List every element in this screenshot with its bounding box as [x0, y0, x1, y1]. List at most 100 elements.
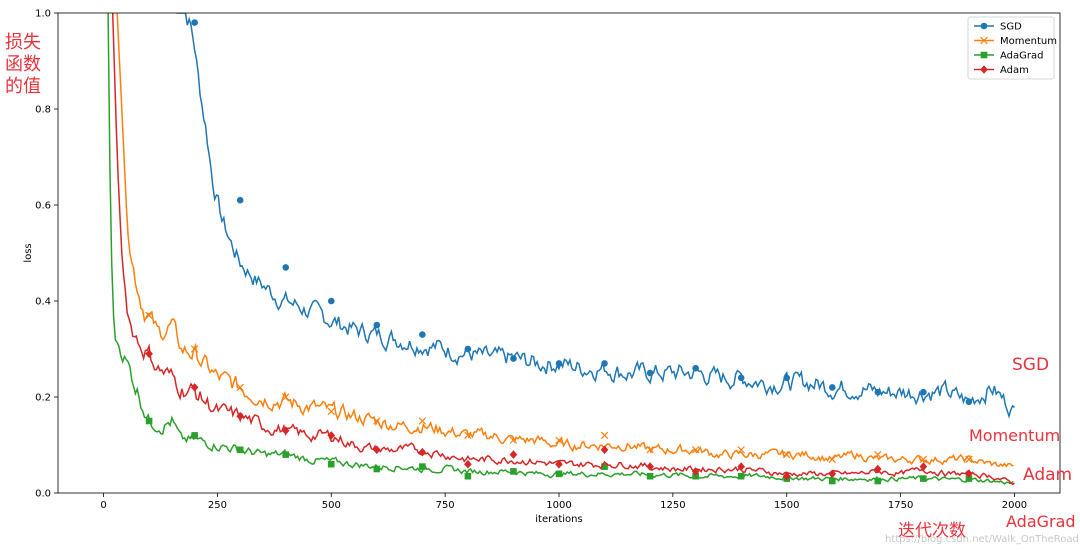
marker-sgd [692, 364, 699, 372]
marker-adagrad [965, 475, 973, 482]
marker-momentum [646, 446, 654, 454]
marker-momentum [874, 450, 882, 459]
series-adam [111, 13, 1015, 486]
y-tick-label: 0.2 [35, 393, 51, 404]
series-momentum [116, 13, 1014, 468]
marker-adam [691, 467, 700, 476]
legend-marker-adagrad [980, 51, 988, 59]
series-sgd [176, 13, 1015, 419]
legend-label-momentum: Momentum [1000, 36, 1057, 47]
x-tick-label: 0 [100, 500, 106, 511]
marker-momentum [373, 417, 381, 425]
x-tick-label: 1250 [660, 500, 685, 511]
marker-momentum [236, 383, 244, 392]
x-tick-label: 1000 [546, 500, 571, 511]
series-line-adam [111, 13, 1015, 486]
marker-sgd [783, 374, 791, 382]
legend-marker-sgd [980, 22, 988, 30]
marker-momentum [691, 446, 700, 454]
marker-adagrad [828, 477, 836, 485]
series-line-sgd [176, 13, 1015, 419]
x-axis-title: iterations [535, 514, 582, 525]
cn-ylabel-line: 函数 [5, 54, 41, 75]
marker-adam [281, 426, 290, 435]
marker-adam [145, 349, 153, 359]
marker-sgd [965, 398, 973, 406]
marker-sgd [920, 388, 927, 396]
marker-adagrad [282, 451, 290, 458]
plot-area [107, 13, 1015, 486]
marker-adam [782, 471, 791, 481]
marker-adam [373, 445, 381, 455]
marker-momentum [737, 446, 745, 454]
marker-adam [236, 411, 244, 421]
y-tick-label: 0.6 [35, 201, 51, 212]
marker-adam [874, 464, 882, 474]
marker-momentum [464, 431, 472, 440]
marker-adagrad [236, 446, 244, 454]
watermark: https://blog.csdn.net/Walk_OnTheRoad [885, 534, 1079, 545]
series-annotation-adam: Adam [1023, 465, 1072, 485]
legend-label-adagrad: AdaGrad [1000, 51, 1043, 62]
marker-adagrad [464, 472, 472, 480]
marker-momentum [919, 455, 928, 464]
marker-momentum [190, 345, 199, 353]
marker-sgd [555, 360, 563, 367]
marker-adagrad [692, 472, 699, 480]
cn-ylabel-line: 的值 [5, 76, 41, 97]
marker-adam [646, 462, 654, 471]
legend-label-adam: Adam [1000, 65, 1029, 76]
marker-momentum [418, 417, 427, 425]
marker-momentum [327, 407, 335, 416]
marker-momentum [145, 311, 153, 320]
marker-adagrad [373, 465, 381, 473]
series-annotation-adagrad: AdaGrad [1006, 512, 1076, 531]
x-tick-label: 750 [436, 500, 455, 511]
marker-adagrad [737, 472, 745, 480]
legend-marker-adam [980, 65, 988, 74]
marker-momentum [965, 455, 973, 464]
legend-label-sgd: SGD [1000, 22, 1022, 33]
x-tick-label: 500 [322, 500, 341, 511]
marker-adagrad [419, 463, 426, 470]
marker-momentum [600, 431, 609, 440]
marker-adagrad [327, 460, 335, 468]
marker-sgd [373, 321, 381, 329]
x-tick-label: 1750 [888, 500, 913, 511]
marker-sgd [282, 264, 290, 271]
marker-sgd [737, 374, 745, 382]
y-tick-label: 0.0 [35, 489, 51, 500]
marker-sgd [191, 19, 198, 26]
marker-sgd [236, 196, 244, 204]
y-tick-label: 1.0 [35, 9, 51, 20]
marker-adam [965, 469, 973, 479]
marker-adam [737, 462, 745, 471]
marker-adagrad [145, 417, 153, 425]
series-adagrad [107, 13, 1014, 485]
y-axis-title: loss [23, 243, 34, 262]
marker-momentum [555, 436, 563, 444]
marker-adam [190, 383, 199, 392]
x-tick-label: 1500 [774, 500, 799, 511]
marker-momentum [783, 450, 791, 459]
marker-sgd [646, 369, 654, 377]
y-tick-label: 0.8 [35, 105, 51, 116]
cn-ylabel-line: 损失 [5, 32, 41, 53]
marker-adam [828, 469, 837, 479]
marker-adagrad [920, 475, 927, 482]
series-line-momentum [116, 13, 1014, 468]
marker-adam [555, 459, 563, 469]
marker-adam [327, 431, 336, 440]
marker-momentum [282, 393, 290, 401]
x-tick-label: 250 [208, 500, 227, 511]
marker-sgd [828, 384, 836, 391]
marker-adagrad [874, 477, 882, 485]
marker-adagrad [191, 432, 198, 439]
marker-adam [600, 445, 609, 455]
marker-adagrad [646, 472, 654, 480]
marker-adam [418, 447, 427, 457]
legend: SGD Momentum AdaGrad Adam [967, 16, 1057, 80]
cn-xlabel: 迭代次数 [898, 521, 966, 541]
